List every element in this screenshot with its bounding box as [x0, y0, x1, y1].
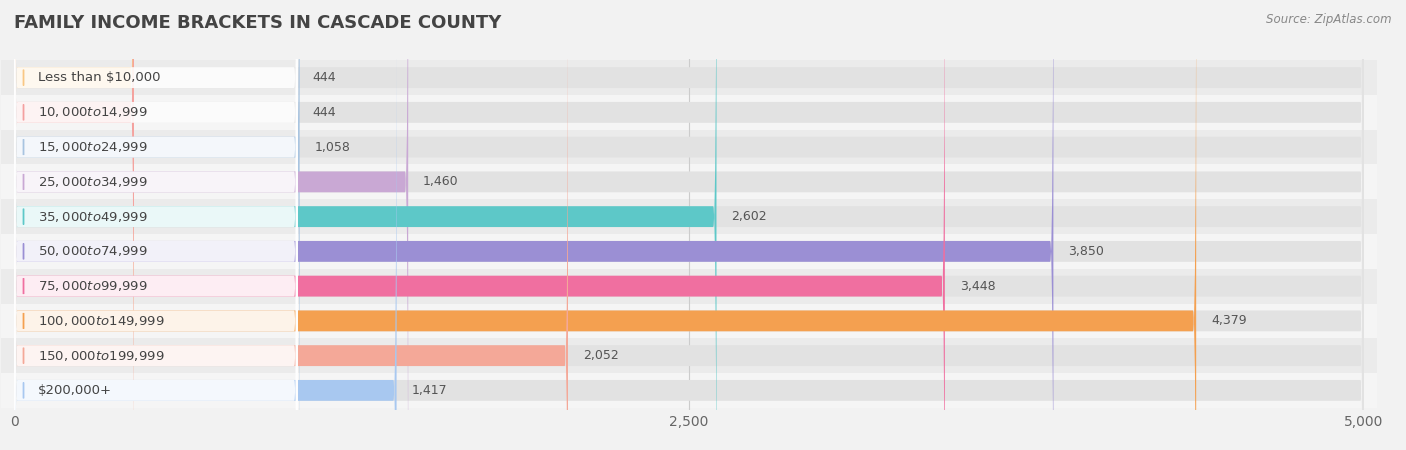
FancyBboxPatch shape [14, 0, 298, 450]
FancyBboxPatch shape [14, 0, 717, 450]
FancyBboxPatch shape [0, 130, 1378, 165]
Text: 444: 444 [312, 71, 336, 84]
Text: 1,460: 1,460 [423, 176, 458, 189]
Text: 1,417: 1,417 [412, 384, 447, 397]
FancyBboxPatch shape [0, 338, 1378, 373]
Text: 444: 444 [312, 106, 336, 119]
FancyBboxPatch shape [14, 0, 298, 450]
FancyBboxPatch shape [14, 0, 298, 450]
FancyBboxPatch shape [14, 0, 1364, 450]
Text: FAMILY INCOME BRACKETS IN CASCADE COUNTY: FAMILY INCOME BRACKETS IN CASCADE COUNTY [14, 14, 502, 32]
Text: 3,850: 3,850 [1069, 245, 1104, 258]
Text: $150,000 to $199,999: $150,000 to $199,999 [38, 349, 165, 363]
FancyBboxPatch shape [14, 0, 1364, 450]
FancyBboxPatch shape [14, 0, 1364, 450]
FancyBboxPatch shape [14, 0, 298, 450]
FancyBboxPatch shape [14, 0, 134, 450]
FancyBboxPatch shape [14, 0, 134, 450]
FancyBboxPatch shape [0, 95, 1378, 130]
FancyBboxPatch shape [14, 0, 298, 450]
Text: $75,000 to $99,999: $75,000 to $99,999 [38, 279, 148, 293]
Text: $35,000 to $49,999: $35,000 to $49,999 [38, 210, 148, 224]
FancyBboxPatch shape [14, 0, 298, 450]
FancyBboxPatch shape [14, 0, 1364, 450]
FancyBboxPatch shape [0, 373, 1378, 408]
FancyBboxPatch shape [14, 0, 298, 450]
Text: $200,000+: $200,000+ [38, 384, 112, 397]
FancyBboxPatch shape [0, 303, 1378, 338]
Text: $10,000 to $14,999: $10,000 to $14,999 [38, 105, 148, 119]
FancyBboxPatch shape [0, 234, 1378, 269]
FancyBboxPatch shape [0, 269, 1378, 303]
FancyBboxPatch shape [0, 199, 1378, 234]
FancyBboxPatch shape [14, 0, 1364, 450]
FancyBboxPatch shape [14, 0, 1364, 450]
FancyBboxPatch shape [14, 0, 1364, 450]
FancyBboxPatch shape [14, 0, 945, 450]
Text: $15,000 to $24,999: $15,000 to $24,999 [38, 140, 148, 154]
FancyBboxPatch shape [14, 0, 1197, 450]
FancyBboxPatch shape [14, 0, 1364, 450]
Text: 2,052: 2,052 [583, 349, 619, 362]
FancyBboxPatch shape [0, 165, 1378, 199]
FancyBboxPatch shape [14, 0, 299, 450]
Text: $50,000 to $74,999: $50,000 to $74,999 [38, 244, 148, 258]
FancyBboxPatch shape [14, 0, 568, 450]
FancyBboxPatch shape [14, 0, 298, 450]
Text: $100,000 to $149,999: $100,000 to $149,999 [38, 314, 165, 328]
Text: 2,602: 2,602 [731, 210, 766, 223]
Text: 3,448: 3,448 [960, 279, 995, 292]
Text: Source: ZipAtlas.com: Source: ZipAtlas.com [1267, 14, 1392, 27]
Text: Less than $10,000: Less than $10,000 [38, 71, 160, 84]
FancyBboxPatch shape [14, 0, 1053, 450]
FancyBboxPatch shape [0, 60, 1378, 95]
FancyBboxPatch shape [14, 0, 396, 450]
FancyBboxPatch shape [14, 0, 298, 450]
Text: 4,379: 4,379 [1211, 315, 1247, 328]
FancyBboxPatch shape [14, 0, 1364, 450]
FancyBboxPatch shape [14, 0, 1364, 450]
FancyBboxPatch shape [14, 0, 408, 450]
Text: $25,000 to $34,999: $25,000 to $34,999 [38, 175, 148, 189]
FancyBboxPatch shape [14, 0, 298, 450]
Text: 1,058: 1,058 [315, 140, 350, 153]
